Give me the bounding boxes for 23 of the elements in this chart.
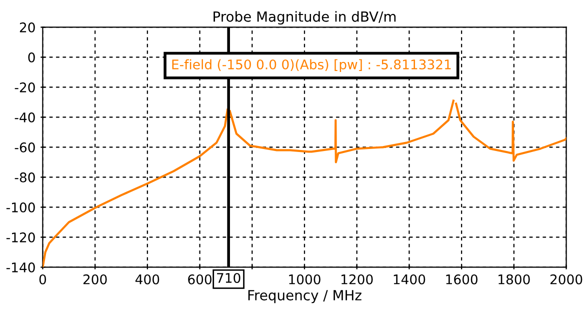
x-tick-label: 1000 <box>289 274 320 284</box>
x-tick-label: 1600 <box>446 274 478 284</box>
annotation: E-field (-150 0.0 0)(Abs) [pw] : -5.8113321 <box>172 59 451 72</box>
x-tick-label: 400 <box>135 274 160 284</box>
x-tick-label: 0 <box>39 274 46 284</box>
y-tick-label: -100 <box>6 202 35 212</box>
x-tick-label: 1200 <box>342 274 373 284</box>
x-tick-label: 1800 <box>498 274 530 284</box>
y-tick-label: -140 <box>6 262 35 272</box>
y-tick-label: -20 <box>14 82 35 92</box>
x-tick-label: 200 <box>83 274 107 284</box>
y-tick-label: -40 <box>14 112 35 122</box>
ref-line-label: 710 <box>217 272 240 283</box>
y-tick-label: -120 <box>6 232 35 242</box>
x-tick-label: 2000 <box>550 274 582 284</box>
y-tick-label: 20 <box>20 22 35 32</box>
y-tick-label: 0 <box>28 52 35 62</box>
x-tick-label: 600 <box>188 274 212 284</box>
y-tick-label: -80 <box>14 172 35 182</box>
chart-title: Probe Magnitude in dBV/m <box>214 11 396 25</box>
x-tick-label: 1400 <box>394 274 426 284</box>
x-axis-title: Frequency / MHz <box>248 290 362 304</box>
y-tick-label: -60 <box>14 142 35 152</box>
